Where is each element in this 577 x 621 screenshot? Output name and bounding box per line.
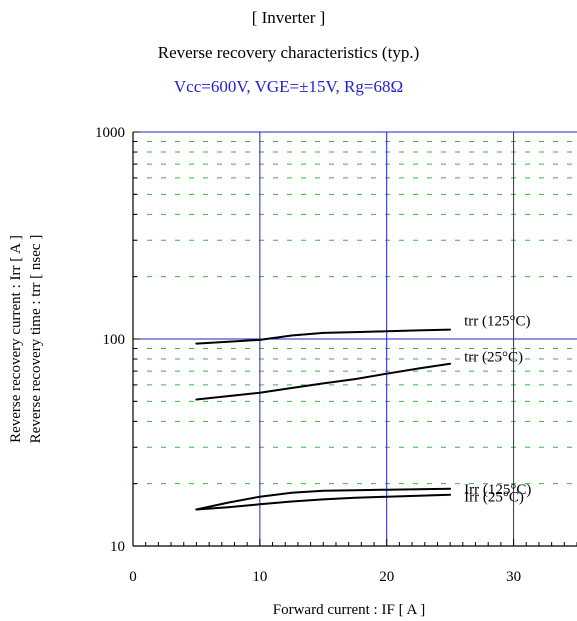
series-label: Irr (25°C): [464, 490, 524, 506]
series-label: trr (25°C): [464, 350, 523, 366]
series-label: trr (125°C): [464, 314, 530, 330]
chart-conditions: Vcc=600V, VGE=±15V, Rg=68Ω: [173, 77, 404, 96]
y-tick-label: 1000: [95, 125, 125, 141]
y-axis-label: Reverse recovery current : Irr [ A ]: [8, 235, 24, 443]
series-line: [195, 487, 452, 511]
y-axis-label: Reverse recovery time : trr [ nsec ]: [28, 235, 44, 444]
y-tick-label: 100: [103, 332, 126, 348]
x-tick-label: 30: [506, 569, 521, 585]
x-tick-label: 20: [379, 569, 394, 585]
series-line: [195, 362, 452, 401]
series-line: [195, 328, 452, 345]
chart-title: Reverse recovery characteristics (typ.): [157, 43, 420, 62]
y-tick-label: 10: [110, 539, 125, 555]
x-tick-label: 10: [252, 569, 267, 585]
series-line: [195, 493, 452, 511]
x-tick-label: 0: [129, 569, 137, 585]
series-label: Irr (125°C): [464, 482, 531, 498]
x-axis-label: Forward current : IF [ A ]: [273, 602, 425, 618]
chart-section-label: [ Inverter ]: [251, 8, 326, 27]
